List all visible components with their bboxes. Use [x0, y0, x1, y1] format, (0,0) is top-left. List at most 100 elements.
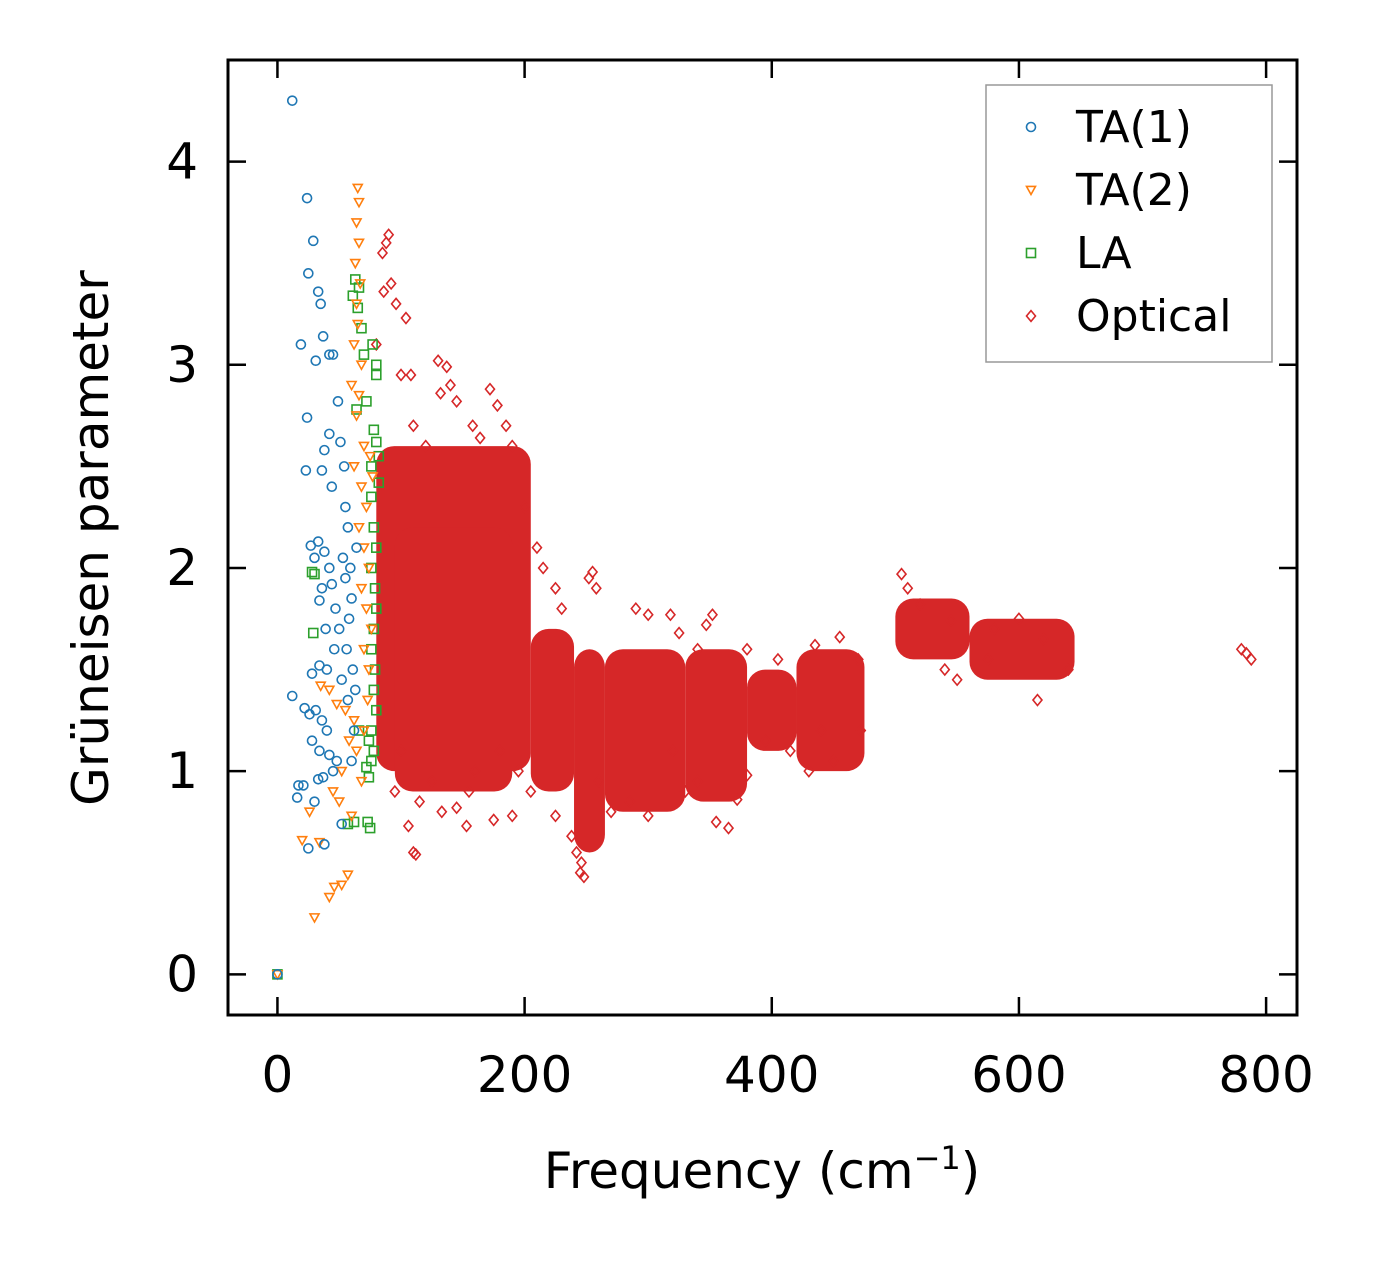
optical-point [410, 847, 422, 862]
ta-2-point [313, 837, 326, 849]
la-point [366, 491, 377, 503]
ta-1-point [295, 339, 307, 350]
optical-point [460, 819, 473, 833]
ta-1-point [346, 755, 357, 767]
la-point [353, 725, 365, 736]
ta-1-point [320, 623, 331, 635]
optical-point [488, 813, 500, 827]
optical-point [426, 774, 438, 788]
ta-2-point [350, 218, 363, 229]
ta-1-point [328, 643, 340, 655]
optical-point [605, 805, 617, 819]
optical-band-regions [376, 446, 1075, 853]
ta-2-point [339, 705, 352, 717]
optical-point [376, 246, 389, 260]
x-axis-label: Frequency (cm−1) [544, 1139, 981, 1200]
optical-point [500, 419, 512, 433]
optical-point [939, 662, 951, 677]
optical-point [566, 829, 578, 843]
optical-point [432, 354, 444, 368]
optical-point [1235, 642, 1247, 656]
optical-point [642, 608, 654, 622]
la-point [342, 818, 354, 830]
la-point [371, 359, 382, 371]
ta-1-point [343, 613, 355, 625]
ta-2-point [358, 644, 370, 656]
ta-1-point [324, 749, 335, 761]
optical-band-7 [796, 649, 865, 772]
ta-1-point [327, 765, 339, 777]
ta-2-point [360, 604, 373, 615]
ta-2-point [296, 835, 309, 847]
ta-1-point [303, 843, 314, 854]
ta-2-point [314, 681, 327, 692]
ta-1-point [330, 603, 341, 614]
optical-point [549, 809, 562, 823]
optical-point [444, 378, 456, 392]
ta-1-point [340, 572, 351, 584]
legend-marker-optical [1025, 309, 1037, 323]
ta-2-point [323, 685, 336, 697]
optical-point [902, 581, 914, 595]
ta-2-point [350, 746, 363, 757]
y-tick-label: 4 [166, 133, 198, 191]
ta-2-point [363, 563, 375, 575]
ta-1-point [335, 436, 346, 448]
la-point [309, 568, 320, 580]
ta-1-point [321, 725, 333, 736]
optical-point [400, 311, 412, 325]
la-point [353, 282, 365, 293]
optical-point [895, 567, 908, 581]
optical-point [556, 601, 568, 616]
x-tick-label: 600 [971, 1046, 1066, 1104]
y-tick-label: 0 [166, 945, 198, 1003]
optical-point [578, 870, 590, 884]
ta-2-point [349, 258, 362, 270]
ta-1-point [316, 715, 328, 726]
ta-2-point [351, 319, 364, 331]
la-point [306, 566, 318, 578]
optical-point [914, 597, 926, 612]
ta-2-point [366, 472, 379, 483]
ta-1-point [286, 690, 298, 702]
ta-1-point [315, 298, 326, 310]
optical-point [570, 845, 583, 860]
ta-2-point [358, 441, 370, 453]
ta-1-point [309, 552, 320, 564]
ta-1-point [310, 704, 322, 716]
la-point [373, 450, 385, 462]
optical-point [378, 284, 390, 299]
legend-label-optical: Optical [1076, 291, 1231, 342]
ta-1-point [316, 465, 328, 476]
optical-band-5 [685, 649, 748, 802]
ta-1-point [324, 428, 335, 440]
x-axis-label-text: Frequency (cm [544, 1142, 914, 1200]
ta-2-point [361, 695, 374, 707]
optical-point [982, 652, 994, 667]
la-point [371, 603, 382, 614]
optical-point [414, 794, 426, 809]
la-point [358, 349, 370, 360]
x-tick-label: 200 [477, 1046, 572, 1104]
ta-1-point [301, 412, 313, 423]
ta-2-point [330, 699, 343, 711]
ta-2-point [350, 299, 363, 310]
ta-1-point [298, 780, 309, 791]
y-tick-label: 3 [166, 336, 198, 394]
legend-label-ta-1: TA(1) [1075, 102, 1192, 153]
optical-point [706, 608, 718, 622]
ta-1-point [345, 562, 356, 574]
optical-point [624, 794, 636, 809]
ta-1-point [314, 595, 325, 606]
ta-1-point [301, 192, 313, 204]
la-point [307, 627, 319, 639]
la-point [362, 816, 373, 828]
optical-point [630, 601, 642, 616]
optical-point [667, 744, 679, 758]
y-tick-label: 1 [166, 742, 198, 800]
x-axis-label-superscript: −1 [914, 1139, 961, 1177]
ta-1-point [336, 674, 347, 686]
ta-1-point [316, 582, 328, 594]
ta-1-point [324, 349, 335, 360]
optical-point [405, 368, 417, 382]
